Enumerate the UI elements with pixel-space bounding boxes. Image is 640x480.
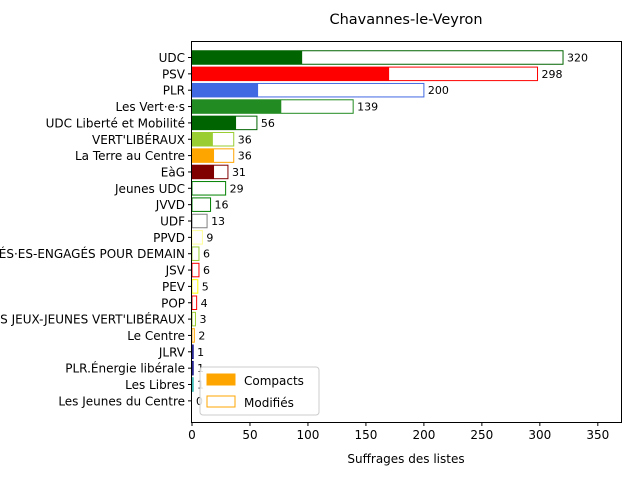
category-label: JVVD xyxy=(155,198,185,212)
x-tick-label: 300 xyxy=(528,428,551,442)
bar-total xyxy=(191,230,203,245)
category-label: PLR xyxy=(163,84,185,98)
category-labels-group: UDC PSV PLR Les Vert·e·s UDC Liberté et Mobi… xyxy=(0,51,192,408)
value-label: 29 xyxy=(230,182,244,195)
value-label: 4 xyxy=(201,297,208,310)
x-ticks-group: 0 50 100 150 200 250 300 350 xyxy=(188,422,609,442)
bar-total xyxy=(191,279,199,294)
bar-total xyxy=(191,328,195,343)
category-label: La Terre au Centre xyxy=(75,149,185,163)
category-label: Jeunes UDC xyxy=(114,182,185,196)
bar-total xyxy=(191,181,227,196)
value-label: 3 xyxy=(199,313,206,326)
value-label: 6 xyxy=(203,248,210,261)
x-tick-label: 200 xyxy=(412,428,435,442)
bar-total xyxy=(191,246,200,261)
category-label: Le Centre xyxy=(127,329,185,343)
category-label: Les Jeunes du Centre xyxy=(58,394,185,408)
bar-total xyxy=(191,344,194,360)
category-label: PLR.Énergie libérale xyxy=(65,361,185,376)
category-label: Les Vert·e·s xyxy=(116,100,186,114)
category-label: PEV xyxy=(162,280,186,294)
category-label: POP xyxy=(161,296,185,310)
value-label: 1 xyxy=(197,346,204,359)
bar-total xyxy=(191,262,200,278)
x-tick-label: 150 xyxy=(354,428,377,442)
bar-compacts xyxy=(192,116,237,130)
value-label: 320 xyxy=(567,52,588,65)
bar-total xyxy=(191,311,196,327)
bar-compacts xyxy=(192,50,303,65)
legend: Compacts Modifiés xyxy=(199,366,320,416)
category-label: JLRV xyxy=(158,345,186,359)
value-label: 200 xyxy=(428,84,449,97)
value-label: 298 xyxy=(542,68,563,81)
legend-swatch-modifies xyxy=(206,395,236,408)
bar-compacts xyxy=(192,165,215,179)
chart-title: Chavannes-le-Veyron xyxy=(329,12,482,28)
bar-compacts xyxy=(192,99,282,114)
value-label: 31 xyxy=(232,166,246,179)
bar-total xyxy=(191,377,194,392)
legend-label-compacts: Compacts xyxy=(244,374,304,388)
category-label: JSV xyxy=(165,264,186,278)
category-label: VERT'LIBÉRAUX xyxy=(92,132,185,147)
value-label: 6 xyxy=(203,264,210,277)
value-label: 139 xyxy=(357,101,378,114)
legend-label-modifies: Modifiés xyxy=(244,396,294,410)
category-label: PPVD xyxy=(153,231,185,245)
bar-total xyxy=(191,360,194,376)
x-tick-label: 50 xyxy=(242,428,257,442)
legend-swatch-compacts xyxy=(206,373,236,386)
category-label: JEUNES ET ALLIÉS·ES-ENGAGÉS POUR DEMAIN xyxy=(0,246,185,261)
x-tick-label: 0 xyxy=(188,428,196,442)
plot-frame xyxy=(191,41,622,423)
bar-total xyxy=(191,295,198,310)
bar-compacts xyxy=(192,83,259,97)
value-label: 16 xyxy=(215,199,229,212)
category-label: EàG xyxy=(161,165,185,179)
x-axis-label: Suffrages des listes xyxy=(347,452,464,466)
value-label: 36 xyxy=(238,150,252,163)
value-label: 2 xyxy=(198,329,205,342)
category-label: UDC Liberté et Mobilité xyxy=(46,116,185,130)
bar-compacts xyxy=(192,132,213,146)
category-label: UDC xyxy=(159,51,185,65)
x-tick-label: 350 xyxy=(586,428,609,442)
value-label: 5 xyxy=(202,280,209,293)
bars-group xyxy=(191,50,564,392)
value-label: 36 xyxy=(238,133,252,146)
value-label: 13 xyxy=(211,215,225,228)
bar-compacts xyxy=(192,67,390,81)
bar-compacts xyxy=(192,148,215,163)
bar-total xyxy=(191,197,212,212)
bar-total xyxy=(191,213,208,229)
x-tick-label: 250 xyxy=(470,428,493,442)
category-label: Les Libres xyxy=(125,378,185,392)
x-tick-label: 100 xyxy=(296,428,319,442)
category-label: LES JEUX-JEUNES VERT'LIBÉRAUX xyxy=(0,312,185,327)
category-label: UDF xyxy=(160,215,185,229)
value-label: 9 xyxy=(206,231,213,244)
value-label: 56 xyxy=(261,117,275,130)
category-label: PSV xyxy=(162,67,186,81)
